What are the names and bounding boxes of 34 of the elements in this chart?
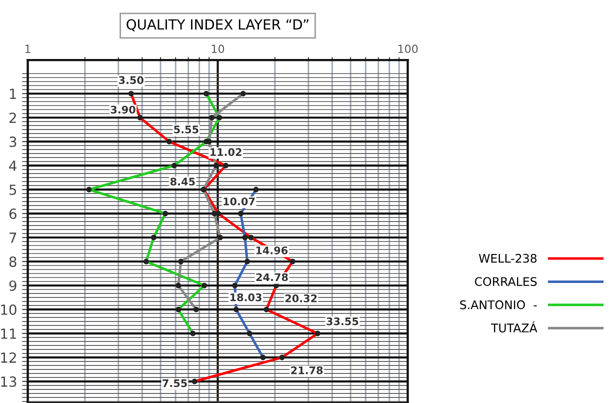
y-tick-label: 4 [9, 160, 17, 171]
x-tick-label: 10 [212, 44, 224, 54]
data-label: 18.03 [230, 293, 262, 302]
y-tick-label: 10 [1, 304, 16, 315]
data-label: 14.96 [256, 246, 288, 254]
y-tick-label: 7 [10, 232, 16, 243]
y-tick-label: 5 [10, 184, 16, 196]
data-label: 3.50 [118, 76, 144, 84]
data-label: 7.55 [162, 379, 187, 388]
legend-label: TUTAZÁ [490, 321, 538, 332]
data-label: 24.78 [256, 273, 288, 282]
y-tick-label: 12 [1, 352, 16, 363]
chart-title: QUALITY INDEX LAYER “D” [126, 19, 308, 32]
data-label: 5.55 [174, 126, 198, 134]
data-label: 10.07 [224, 197, 255, 206]
data-label: 20.32 [285, 294, 317, 302]
x-tick-label: 1 [25, 44, 30, 53]
data-label: 3.90 [110, 106, 136, 114]
y-tick-label: 8 [9, 256, 16, 267]
y-tick-label: 11 [1, 328, 16, 339]
y-tick-label: 3 [10, 136, 16, 148]
y-tick-label: 9 [9, 280, 16, 291]
y-tick-label: 13 [1, 376, 16, 387]
legend-label: WELL-238 [478, 254, 537, 263]
legend-label: S.ANTONIO - [460, 300, 537, 310]
data-label: 11.02 [210, 148, 242, 156]
data-label: 8.45 [170, 178, 195, 186]
y-tick-label: 6 [9, 208, 16, 220]
y-tick-label: 1 [10, 88, 16, 99]
legend-label: CORRALES [474, 277, 537, 286]
x-tick-label: 100 [398, 44, 418, 54]
y-tick-label: 2 [9, 112, 16, 123]
data-label: 33.55 [326, 317, 358, 326]
data-label: 21.78 [291, 366, 323, 374]
